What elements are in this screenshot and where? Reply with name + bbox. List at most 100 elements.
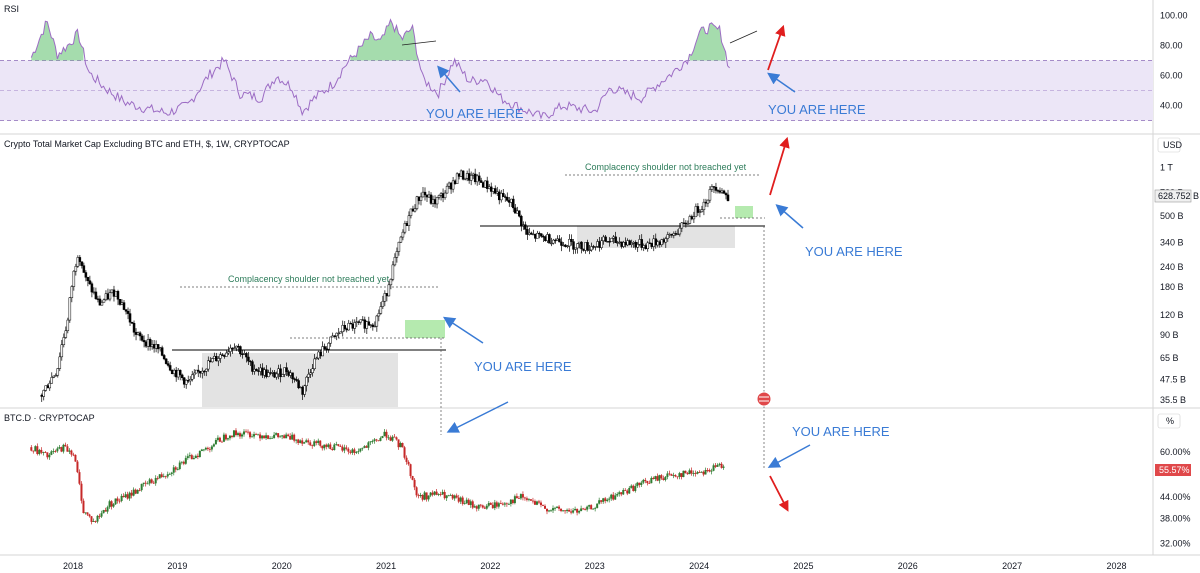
dominance-candle [66,446,69,452]
main-candle [223,355,226,357]
dominance-candle [389,437,392,441]
main-candle [174,369,178,378]
rsi-overbought-fills [31,19,726,61]
dominance-candle [485,505,488,509]
main-candle [670,234,674,236]
dominance-candle [517,498,520,499]
main-candle [311,368,314,374]
dominance-candle [172,467,175,473]
main-candle [281,374,284,378]
dominance-candle [76,461,79,473]
dominance-candle [646,481,649,484]
main-pane[interactable]: Crypto Total Market Cap Excluding BTC an… [4,137,1199,468]
main-candle [566,245,569,248]
main-candle [42,390,45,397]
main-candle [461,170,465,180]
dominance-candle [251,436,254,438]
dominance-candle [447,495,450,497]
main-candle [86,277,90,281]
main-candle [365,321,369,329]
dominance-candle [495,502,498,507]
main-candle [604,236,607,242]
main-candle [610,238,613,242]
dominance-candle [546,508,549,512]
dominance-unit-button[interactable] [1157,413,1181,429]
dominance-candle [429,492,432,496]
dominance-pane[interactable]: BTC.D · CRYPTOCAP 60.00%52.00%44.00%38.0… [4,413,1191,549]
main-candle [289,372,292,376]
callout-main-2024: YOU ARE HERE [805,244,903,259]
dominance-candle [154,478,157,484]
us-flag-event-icon[interactable] [756,391,772,407]
main-candle [620,241,623,247]
rsi-pane[interactable]: RSI 100.00 80.00 60.00 40.00 [0,4,1188,121]
main-candle [154,344,158,349]
main-candle [197,369,200,372]
main-candle [301,386,304,395]
main-candle [409,208,413,216]
main-candle [455,173,459,184]
main-candle [506,196,509,201]
dominance-candle [190,455,193,460]
dominance-candle [560,508,563,511]
main-candle [287,371,290,376]
rsi-title: RSI [4,4,19,14]
dominance-candle [132,489,135,496]
dominance-candle [515,496,518,499]
main-candle [241,353,244,355]
main-candle [188,379,192,382]
main-candle [128,313,132,323]
dominance-candle [491,504,494,509]
dominance-candle [64,444,67,447]
main-tick-label: 340 B [1160,238,1184,248]
callout-arrow-dominance-2024 [767,444,811,468]
dominance-candle [146,483,149,485]
currency-unit-button[interactable] [1157,137,1181,153]
dominance-candles [30,428,725,525]
main-candle [369,324,373,326]
dominance-last-value-badge [1155,464,1191,476]
dominance-candle [329,444,332,449]
dominance-candle [660,475,663,479]
dominance-candle [379,438,382,441]
dominance-candle [58,447,61,449]
dominance-candle [584,509,587,510]
main-candle [305,376,308,387]
main-candle [411,208,415,212]
rsi-scale[interactable]: 100.00 80.00 60.00 40.00 [1160,11,1188,111]
main-candle [56,368,60,376]
dominance-candle [377,440,380,442]
dominance-candle [82,500,85,514]
main-candle [106,293,110,300]
dominance-candle [80,483,83,501]
dominance-candle [682,470,685,478]
dominance-candle [652,477,655,480]
main-candle [335,332,338,337]
shoulder-note-2022: Complacency shoulder not breached yet [585,162,747,172]
dominance-candle [383,431,386,437]
main-candle [367,321,371,326]
main-tick-label: 1 T [1160,163,1173,173]
dominance-candle [281,435,284,437]
year-tick-label: 2024 [689,561,709,571]
main-candle [215,356,218,362]
time-scale[interactable]: 2018 2019 2020 2021 2022 2023 2024 2025 2026 2027… [63,561,1126,571]
main-candle [82,265,86,273]
dominance-candle [108,501,111,508]
dominance-candle [381,436,384,439]
dominance-candle [245,431,248,433]
main-candle [353,322,357,329]
dominance-candle [636,482,639,487]
dominance-candle [570,511,573,513]
main-candle [612,236,615,239]
main-candle [477,175,481,181]
main-candle [640,239,643,248]
dominance-candle [457,497,460,502]
dominance-candle [714,465,717,467]
main-candle [570,239,573,242]
main-candle [321,346,324,357]
main-candle [339,331,342,334]
dominance-candle [283,435,286,439]
dominance-candle [391,436,394,441]
